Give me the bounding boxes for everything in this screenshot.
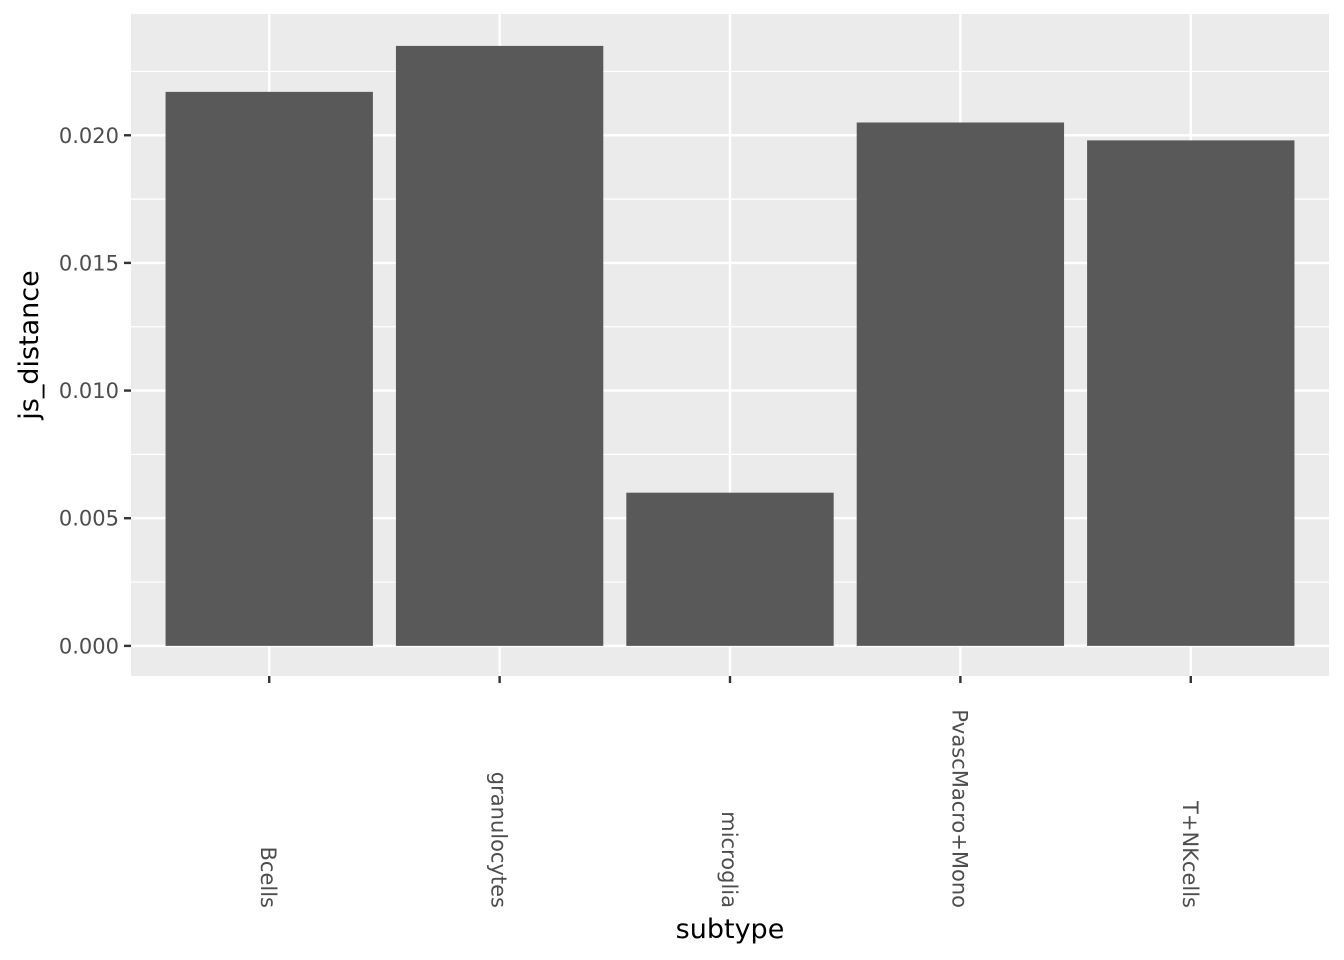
y-tick-label: 0.015 <box>59 251 119 275</box>
x-tick-label: PvascMacro+Mono <box>947 709 971 908</box>
y-tick-label: 0.000 <box>59 634 119 658</box>
y-axis-title: js_distance <box>14 270 45 420</box>
bars <box>165 45 1295 646</box>
y-tick-label: 0.005 <box>59 507 119 531</box>
x-axis: Bcells granulocytes microglia PvascMacro+Mo… <box>256 676 1202 908</box>
y-tick-label: 0.010 <box>59 379 119 403</box>
y-tick-label: 0.020 <box>59 124 119 148</box>
bar-granulocytes <box>395 45 604 646</box>
bar-bcells <box>165 91 373 646</box>
x-tick-label: Bcells <box>256 847 280 908</box>
y-axis: 0.000 0.005 0.010 0.015 0.020 <box>59 124 131 658</box>
bar-microglia <box>626 492 834 646</box>
bar-t-nkcells <box>1087 140 1295 646</box>
x-tick-label: T+NKcells <box>1178 800 1202 908</box>
x-axis-title: subtype <box>676 914 785 945</box>
x-tick-label: granulocytes <box>487 772 511 908</box>
x-tick-label: microglia <box>717 811 741 908</box>
bar-pvascmacro-mono <box>856 122 1065 646</box>
